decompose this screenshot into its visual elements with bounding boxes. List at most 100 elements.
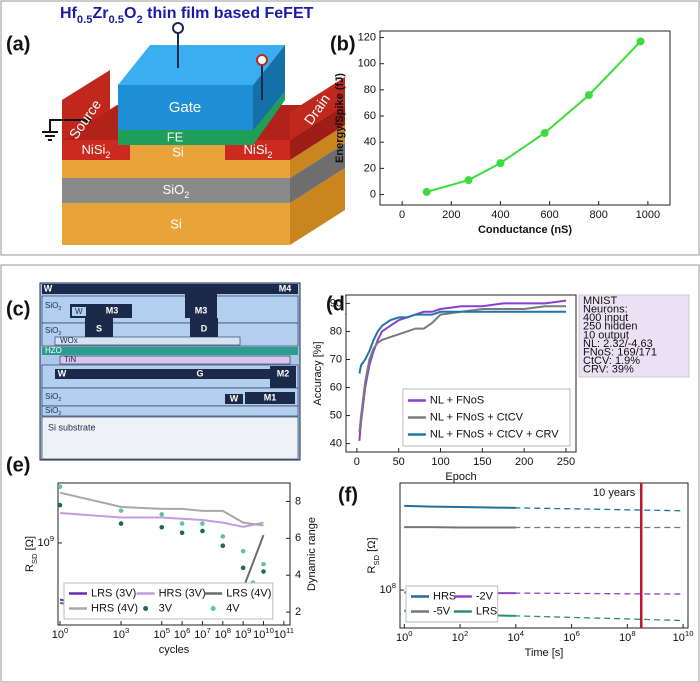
layer	[290, 105, 345, 160]
legend-label: 4V	[226, 602, 240, 614]
info-text: CtCV: 1.9%	[583, 355, 640, 367]
y-tick-label: 20	[364, 162, 376, 174]
legend-label: LRS (3V)	[91, 587, 136, 599]
data-point	[220, 543, 226, 549]
panel-label: (e)	[6, 454, 30, 476]
layer	[59, 355, 291, 365]
metal	[225, 394, 243, 404]
label: W	[75, 307, 83, 316]
layer	[41, 405, 299, 417]
x-tick-label: 1010	[253, 626, 274, 641]
info-box	[578, 294, 690, 378]
data-point	[464, 176, 473, 185]
gate	[253, 45, 285, 130]
x-tick-label: 104	[508, 629, 525, 644]
data-point	[200, 528, 205, 534]
label: Si	[170, 216, 182, 231]
metal	[55, 369, 270, 379]
data-line	[358, 310, 566, 374]
gate	[118, 45, 285, 85]
data-point	[261, 569, 266, 574]
legend-label: NL + FNoS + CtCV + CRV	[430, 428, 559, 440]
info-text: MNIST	[583, 295, 618, 307]
layer	[290, 143, 345, 203]
legend-label: NL + FNoS + CtCV	[430, 411, 524, 423]
layer	[62, 160, 290, 178]
label: FE	[167, 129, 184, 144]
x-tick-label: 200	[515, 456, 533, 468]
plot-area	[422, 37, 645, 196]
y-tick-label: 80	[364, 84, 376, 96]
y-axis-label: RSD [Ω]	[24, 536, 39, 572]
annotation-label: 10 years	[593, 487, 636, 499]
panel-label: (a)	[6, 33, 30, 55]
panel-label: (f)	[338, 484, 358, 506]
panel-label: (c)	[6, 298, 30, 320]
info-text: Neurons:	[583, 304, 628, 316]
label: NiSi2	[244, 142, 273, 160]
y-tick-label: 90	[330, 297, 342, 309]
label: W	[230, 393, 239, 403]
x-tick-label: 1011	[274, 626, 294, 641]
x-tick-label: 109	[235, 626, 252, 641]
label: TiN	[64, 355, 76, 364]
x-tick-label: 105	[153, 626, 170, 641]
panel-label: (d)	[326, 293, 352, 315]
label: SiO2	[45, 301, 61, 312]
panel-frame	[0, 264, 700, 683]
label: SiO2	[45, 392, 61, 403]
legend-label: 3V	[159, 602, 173, 614]
data-point	[58, 502, 63, 508]
metal	[185, 292, 217, 318]
y2-tick-label: 6	[295, 532, 301, 544]
y-tick-label: 60	[330, 381, 342, 393]
data-point	[496, 159, 505, 168]
info-text: CRV: 39%	[583, 364, 634, 376]
label: Si substrate	[48, 422, 96, 432]
label: W	[44, 283, 53, 293]
x-tick-label: 250	[557, 456, 575, 468]
legend-label: HRS (3V)	[159, 587, 206, 599]
label: S	[96, 323, 102, 333]
x-tick-label: 102	[452, 629, 469, 644]
legend-label: LRS (4V)	[226, 587, 271, 599]
data-line	[59, 512, 264, 528]
data-point	[159, 512, 165, 517]
y-tick-label: 100	[358, 58, 376, 70]
label: SiO2	[163, 182, 190, 200]
info-text: 10 output	[583, 329, 629, 341]
label: Gate	[169, 99, 202, 116]
y2-axis-label: Dynamic range	[306, 517, 318, 591]
data-point	[636, 37, 645, 46]
layer	[62, 178, 290, 203]
probe	[256, 54, 268, 66]
data-point	[240, 548, 246, 554]
y-tick-label: 50	[330, 409, 342, 421]
y-tick-label: 108	[379, 581, 396, 596]
layer	[54, 336, 241, 346]
panel-frame	[0, 0, 700, 256]
data-line	[59, 491, 264, 527]
x-tick-label: 108	[215, 626, 232, 641]
metal	[190, 318, 218, 337]
title: Hf0.5Zr0.5O2 thin film based FeFET	[60, 5, 314, 26]
y-tick-label: 80	[330, 325, 342, 337]
y-tick-label: 70	[330, 353, 342, 365]
x-axis-label: Conductance (nS)	[478, 224, 572, 236]
layer	[41, 416, 299, 460]
label: M2	[277, 368, 290, 378]
x-tick-label: 400	[491, 209, 509, 221]
legend-marker	[143, 606, 149, 611]
data-point	[179, 521, 185, 526]
data-point	[261, 561, 266, 567]
x-tick-label: 107	[194, 626, 211, 641]
x-tick-label: 100	[431, 456, 449, 468]
data-point	[118, 521, 124, 526]
data-point	[220, 534, 226, 539]
info-text: NL: 2.32/-4.63	[583, 338, 653, 350]
legend-box	[405, 585, 499, 623]
label: NiSi2	[82, 142, 111, 160]
label: M1	[264, 392, 277, 402]
legend-label: HRS	[433, 590, 456, 602]
